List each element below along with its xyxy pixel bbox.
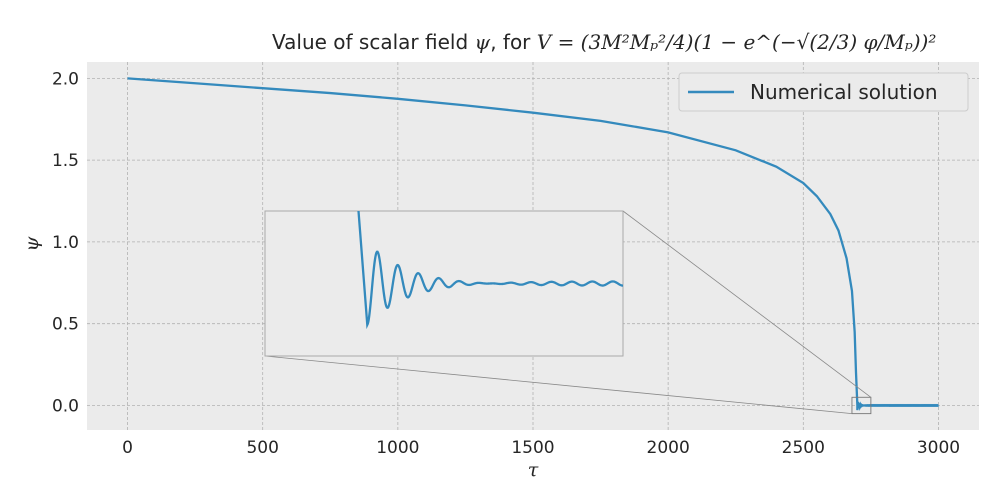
- zoom-region-box: [851, 396, 872, 415]
- title-middle: , for: [490, 30, 537, 54]
- connector-line: [264, 355, 852, 415]
- y-tick-label: 1.0: [52, 233, 79, 253]
- x-tick-label: 1000: [376, 438, 419, 458]
- y-tick-label: 0.0: [52, 396, 79, 416]
- legend-label: Numerical solution: [750, 80, 938, 104]
- x-tick-label: 0: [122, 438, 133, 458]
- connector-line: [622, 210, 872, 398]
- x-tick-label: 1500: [511, 438, 554, 458]
- legend-frame: [678, 72, 969, 112]
- legend: Numerical solution: [678, 72, 969, 112]
- series-line: [127, 77, 940, 411]
- y-tick-label: 1.5: [52, 151, 79, 171]
- x-tick-label: 500: [246, 438, 278, 458]
- x-tick-label: 2500: [782, 438, 825, 458]
- ticks: 0 500 1000 1500 2000 2500 3000 0.0 0.5 1.0 1.5 2.0: [52, 69, 960, 458]
- chart-title: Value of scalar field ψ, for V = (3M²Mₚ²…: [272, 30, 936, 54]
- inset-series-line: [357, 211, 623, 330]
- x-tick-label: 3000: [917, 438, 960, 458]
- y-axis-label: ψ: [21, 235, 43, 251]
- title-formula: V = (3M²Mₚ²/4)(1 − e^(−√(2/3) φ/Mₚ))²: [537, 30, 937, 54]
- inset-connectors: [264, 210, 872, 415]
- x-tick-label: 2000: [647, 438, 690, 458]
- title-prefix: Value of scalar field: [272, 30, 475, 54]
- title-symbol: ψ: [475, 30, 491, 54]
- x-axis-label: τ: [528, 459, 539, 481]
- y-tick-label: 0.5: [52, 315, 79, 335]
- inset-zoom: [264, 210, 624, 357]
- y-tick-label: 2.0: [52, 69, 79, 89]
- main-plot-area: [127, 77, 940, 415]
